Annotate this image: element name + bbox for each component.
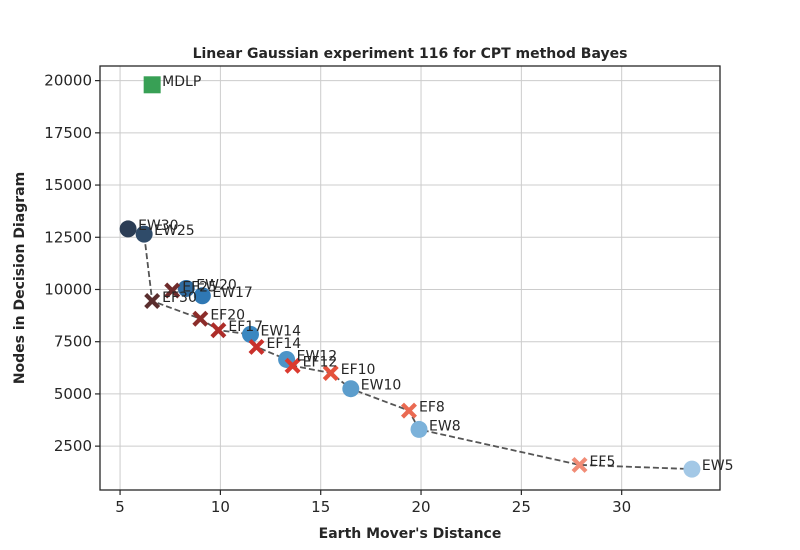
point-label: EF8 xyxy=(419,400,445,416)
point-ew20 xyxy=(177,279,195,297)
point-ew30 xyxy=(119,220,137,238)
grid xyxy=(100,66,720,490)
point-ef8 xyxy=(401,402,417,419)
point-ef14 xyxy=(248,338,265,355)
y-tick-label: 7500 xyxy=(54,333,92,351)
y-tick-label: 12500 xyxy=(44,228,92,246)
point-label: EF14 xyxy=(267,336,302,352)
y-tick-label: 15000 xyxy=(44,176,92,194)
point-ew25 xyxy=(135,225,153,243)
point-label: EW14 xyxy=(260,323,301,339)
point-label: EF5 xyxy=(590,454,616,470)
y-axis-label: Nodes in Decision Diagram xyxy=(12,172,28,384)
x-tick-label: 25 xyxy=(512,498,531,516)
point-ef10 xyxy=(322,365,339,382)
x-axis-label: Earth Mover's Distance xyxy=(319,526,502,542)
point-ef12 xyxy=(284,357,301,374)
y-tick-label: 17500 xyxy=(44,124,92,142)
point-label: EF12 xyxy=(303,355,338,371)
x-tick-label: 5 xyxy=(115,498,125,516)
point-label: EW12 xyxy=(297,348,338,364)
point-ew8 xyxy=(410,420,428,438)
point-ew14 xyxy=(241,325,259,343)
point-label: EF17 xyxy=(228,319,263,335)
point-label: EW17 xyxy=(212,285,253,301)
x-tick-label: 10 xyxy=(211,498,230,516)
point-ew10 xyxy=(342,380,360,398)
point-label: EW30 xyxy=(138,218,179,234)
point-mdlp xyxy=(143,76,161,94)
y-tick-label: 2500 xyxy=(54,437,92,455)
data-points xyxy=(119,76,701,478)
y-tick-label: 5000 xyxy=(54,385,92,403)
point-label: EW20 xyxy=(196,277,237,293)
y-tick-label: 10000 xyxy=(44,280,92,298)
point-label: EF10 xyxy=(341,362,376,378)
point-label: EF25 xyxy=(182,280,217,296)
point-label: EW10 xyxy=(361,378,402,394)
pareto-frontier-line xyxy=(127,228,692,470)
point-ew17 xyxy=(193,287,211,305)
axis-ticks: 5 10 15 20 25 30 2500 5000 7500 10000 12500 15000 17… xyxy=(44,72,631,516)
point-ef17 xyxy=(210,322,227,339)
point-label: EF20 xyxy=(210,308,245,324)
point-label: EF30 xyxy=(162,290,197,306)
point-label: MDLP xyxy=(162,74,201,90)
plot-frame xyxy=(99,65,721,491)
y-tick-label: 20000 xyxy=(44,72,92,90)
point-ef20 xyxy=(192,310,209,327)
chart-title: Linear Gaussian experiment 116 for CPT m… xyxy=(193,46,628,62)
point-label: EW25 xyxy=(154,223,195,239)
point-label: EW8 xyxy=(429,418,461,434)
point-ef30 xyxy=(144,292,161,309)
point-ef5 xyxy=(571,456,588,473)
point-ew5 xyxy=(683,460,701,478)
point-ef25 xyxy=(164,282,181,299)
x-tick-label: 15 xyxy=(311,498,330,516)
x-tick-label: 20 xyxy=(411,498,430,516)
x-tick-label: 30 xyxy=(612,498,631,516)
point-label: EW5 xyxy=(702,458,734,474)
